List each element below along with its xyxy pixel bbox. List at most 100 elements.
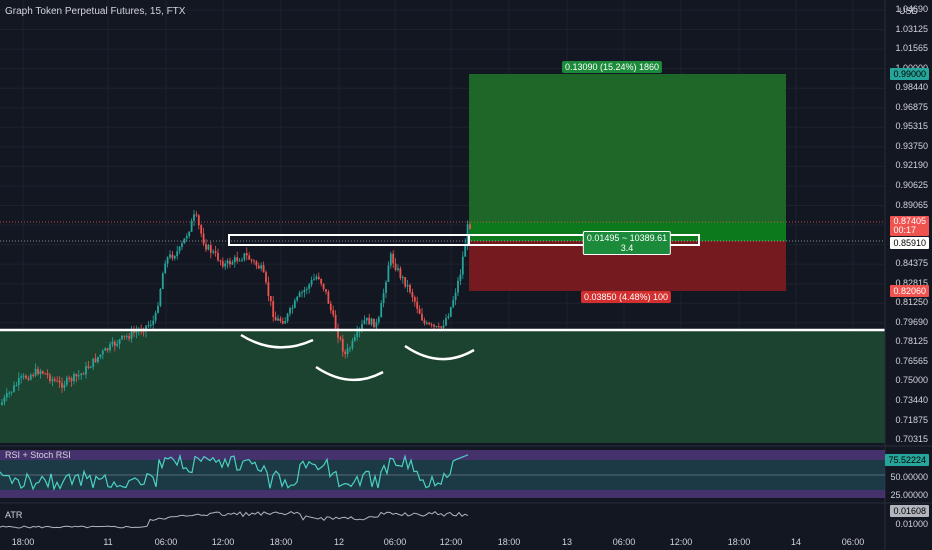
candle-body [135, 331, 138, 333]
candle-body [20, 376, 23, 378]
candle-body [123, 335, 126, 337]
candle-body [329, 303, 332, 311]
candle-body [298, 292, 301, 297]
current-price-value: 0.87405 [893, 216, 926, 226]
candle-body [317, 276, 320, 279]
candle-body [17, 377, 20, 385]
time-axis-tick: 14 [790, 537, 802, 547]
candle-body [169, 254, 171, 258]
candle-body [401, 277, 404, 279]
candle-body [313, 279, 315, 281]
neckline-box[interactable] [228, 234, 470, 246]
candle-body [63, 384, 66, 388]
right-shoulder-arc[interactable] [404, 344, 475, 361]
candle-body [262, 265, 265, 273]
candle-body [58, 380, 61, 383]
candle-body [418, 308, 421, 314]
candle-body [435, 326, 438, 328]
chart-title: Graph Token Perpetual Futures, 15, FTX [5, 6, 186, 17]
candle-body [99, 354, 102, 357]
candle-body [34, 368, 37, 376]
candle-body [281, 321, 284, 324]
candle-body [152, 320, 155, 325]
candle-body [452, 299, 455, 308]
time-axis-tick: 12:00 [669, 537, 693, 547]
candle-body [409, 284, 411, 293]
candle-body [392, 253, 395, 264]
candle-body [183, 238, 186, 244]
candle-body [428, 322, 431, 325]
candle-body [185, 236, 188, 239]
candle-body [267, 282, 270, 296]
candle-body [195, 214, 198, 216]
candle-body [29, 374, 32, 380]
candle-body [75, 374, 78, 377]
candle-body [53, 379, 56, 381]
candle-body [310, 280, 313, 285]
candle-body [260, 265, 263, 269]
candle-body [118, 339, 121, 344]
candle-body [159, 289, 162, 306]
currency-label: USD [898, 6, 918, 16]
time-axis-tick: 12 [333, 537, 345, 547]
candle-body [207, 245, 210, 250]
position-mid-label[interactable]: 0.01495 ~ 10389.61 3.4 [582, 231, 672, 255]
candle-body [25, 375, 27, 379]
candle-body [322, 283, 325, 290]
left-shoulder-arc[interactable] [240, 333, 314, 349]
profit-zone[interactable] [469, 74, 786, 241]
candle-body [341, 339, 344, 352]
time-axis-tick: 18:00 [269, 537, 293, 547]
candle-body [274, 317, 277, 321]
head-arc[interactable] [315, 365, 384, 382]
time-axis-tick: 11 [103, 537, 113, 547]
price-axis-tick: 0.78125 [895, 336, 928, 347]
candle-body [406, 284, 409, 287]
candle-body [181, 243, 183, 247]
candle-body [303, 289, 306, 293]
rsi-title: RSI + Stoch RSI [5, 450, 71, 460]
candle-body [245, 253, 248, 256]
candle-body [176, 251, 179, 257]
atr-level: 0.01000 [895, 519, 928, 529]
candle-body [337, 328, 339, 338]
candle-body [389, 253, 392, 266]
time-axis-tick: 06:00 [841, 537, 865, 547]
candle-body [178, 246, 181, 252]
price-axis-tick: 1.00000 [895, 63, 928, 73]
candle-body [375, 322, 378, 328]
candle-body [128, 336, 131, 339]
candle-body [356, 331, 359, 338]
candle-body [459, 274, 462, 281]
candle-body [361, 323, 363, 329]
profit-label: 0.13090 (15.24%) 1860 [561, 61, 663, 73]
candle-body [423, 320, 426, 324]
rsi-value-tag: 75.52224 [885, 454, 929, 466]
candle-body [469, 224, 471, 229]
candle-body [197, 215, 200, 226]
rsi-upper-band [0, 450, 885, 460]
candle-body [145, 325, 147, 332]
candle-body [394, 263, 397, 270]
time-axis-tick: 06:00 [154, 537, 178, 547]
candle-body [433, 324, 435, 327]
price-axis-tick: 0.98440 [895, 82, 928, 93]
candle-body [457, 280, 459, 293]
candle-body [209, 245, 212, 253]
candle-body [154, 312, 157, 321]
candle-body [77, 375, 80, 377]
candle-body [365, 317, 368, 321]
candle-body [399, 268, 402, 278]
candle-body [293, 300, 296, 308]
candle-body [421, 313, 423, 321]
candle-body [5, 393, 8, 398]
candle-body [440, 326, 443, 328]
candle-body [22, 375, 25, 377]
candle-body [349, 348, 351, 350]
candle-body [430, 324, 433, 326]
candle-body [241, 259, 243, 261]
candle-body [111, 341, 114, 345]
candle-body [193, 214, 195, 221]
candle-body [238, 260, 241, 262]
